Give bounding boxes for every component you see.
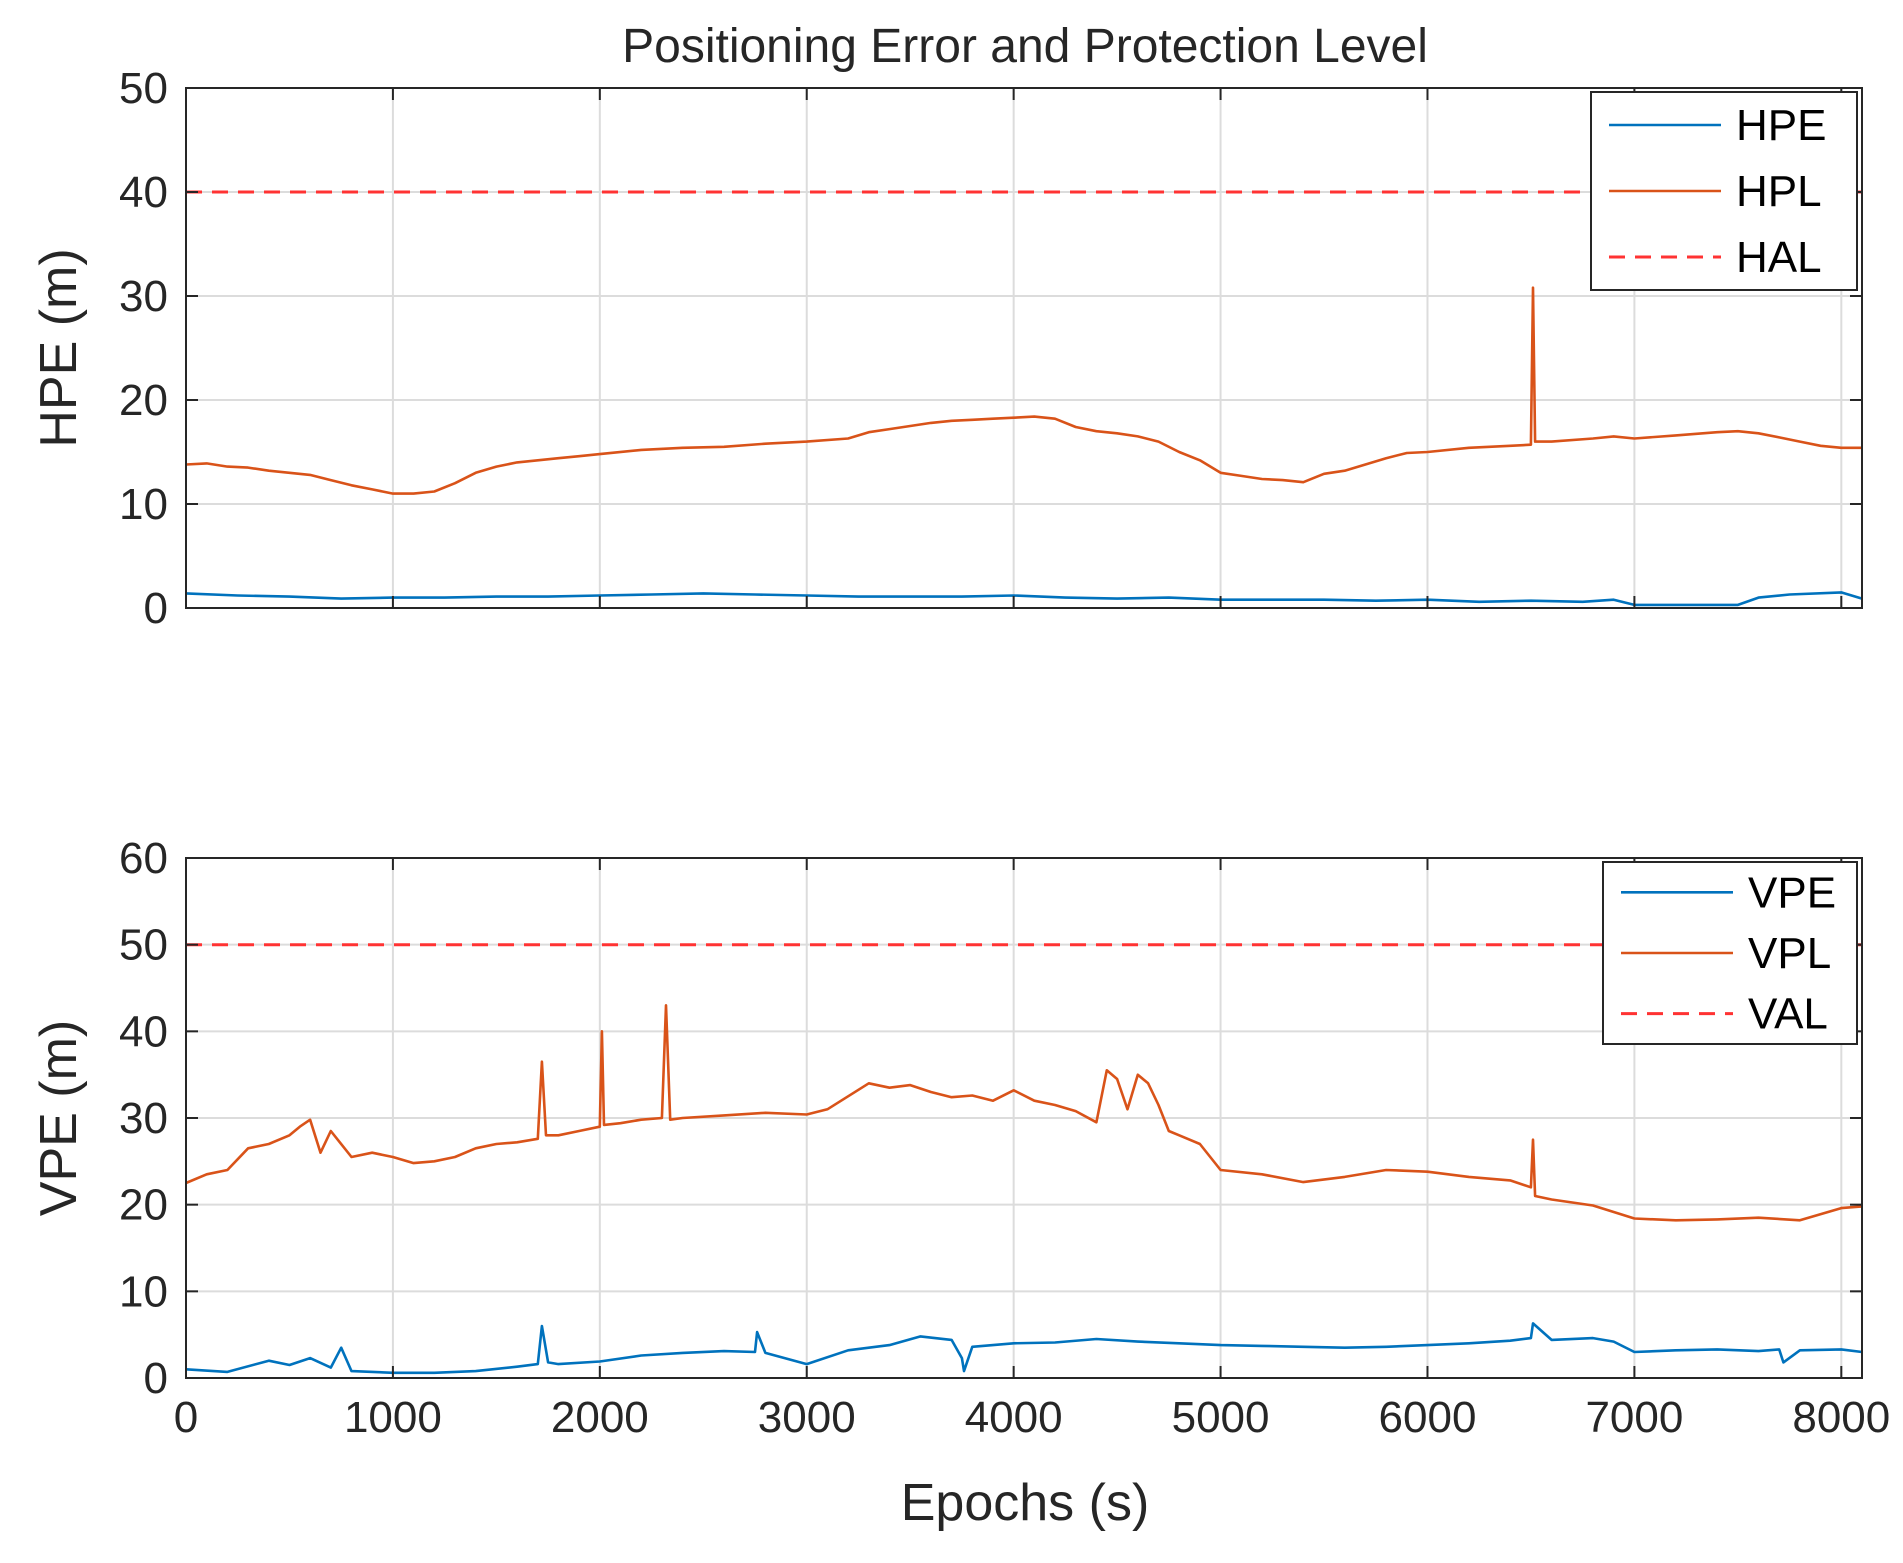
series-line-vpl bbox=[185, 1003, 1863, 1222]
y-tick-label: 40 bbox=[119, 168, 168, 217]
x-tick-label: 3000 bbox=[758, 1393, 856, 1442]
y-tick-label: 10 bbox=[119, 480, 168, 529]
legend: VPE VPL VAL bbox=[1602, 861, 1858, 1045]
horizontal-subplot: 0 10 20 30 40 50 HPE (m) HPE HPL HAL bbox=[30, 64, 1863, 633]
x-tick-label: 4000 bbox=[965, 1393, 1063, 1442]
y-axis-label: VPE (m) bbox=[30, 1020, 88, 1216]
legend-label-val: VAL bbox=[1748, 990, 1828, 1039]
x-tick-label: 0 bbox=[174, 1393, 198, 1442]
x-tick-label: 6000 bbox=[1379, 1393, 1477, 1442]
y-tick-label: 0 bbox=[144, 584, 168, 633]
legend: HPE HPL HAL bbox=[1590, 91, 1858, 291]
y-tick-label: 30 bbox=[119, 1094, 168, 1143]
y-tick-label: 10 bbox=[119, 1267, 168, 1316]
x-tick-label: 2000 bbox=[551, 1393, 649, 1442]
y-tick-label: 20 bbox=[119, 1181, 168, 1230]
legend-label-hpl: HPL bbox=[1736, 167, 1822, 216]
y-tick-label: 50 bbox=[119, 64, 168, 113]
x-tick-label: 8000 bbox=[1792, 1393, 1890, 1442]
y-tick-label: 40 bbox=[119, 1007, 168, 1056]
plot-area bbox=[186, 88, 1862, 608]
series-line-hpl bbox=[185, 286, 1862, 495]
y-axis-label: HPE (m) bbox=[30, 248, 88, 447]
x-tick-label: 7000 bbox=[1585, 1393, 1683, 1442]
y-tick-label: 50 bbox=[119, 921, 168, 970]
legend-label-vpe: VPE bbox=[1748, 868, 1836, 917]
x-tick-label: 5000 bbox=[1172, 1393, 1270, 1442]
legend-label-vpl: VPL bbox=[1748, 929, 1831, 978]
legend-label-hal: HAL bbox=[1736, 233, 1822, 282]
chart-title: Positioning Error and Protection Level bbox=[622, 20, 1428, 73]
series-line-hpe bbox=[185, 591, 1863, 607]
y-tick-label: 0 bbox=[144, 1354, 168, 1403]
y-tick-label: 20 bbox=[119, 376, 168, 425]
series-line-vpe bbox=[185, 1322, 1863, 1375]
x-tick-label: 1000 bbox=[344, 1393, 442, 1442]
legend-label-hpe: HPE bbox=[1736, 101, 1826, 150]
y-tick-label: 60 bbox=[119, 834, 168, 883]
vertical-subplot: 0 10 20 30 40 50 60 0 1000 2000 3000 4000 5000 6000 70… bbox=[30, 834, 1890, 1442]
axes-box bbox=[185, 87, 1863, 609]
y-tick-label: 30 bbox=[119, 272, 168, 321]
x-axis-label: Epochs (s) bbox=[901, 1474, 1150, 1532]
